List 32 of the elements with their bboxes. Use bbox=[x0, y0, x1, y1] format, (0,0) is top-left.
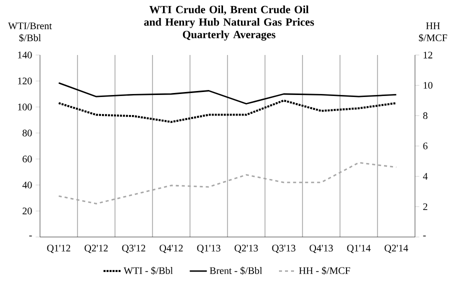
y-tick-label: 120 bbox=[18, 78, 32, 84]
x-tick-label: Q3'13 bbox=[272, 244, 296, 254]
x-tick-label: Q2'14 bbox=[384, 244, 408, 254]
legend-label: Brent - $/Bbl bbox=[210, 266, 262, 275]
y2-tick-label: 2 bbox=[423, 203, 428, 210]
legend-label: HH - $/MCF bbox=[299, 266, 350, 275]
y2-tick-label: 10 bbox=[424, 82, 432, 89]
y-tick-label: 60 bbox=[22, 156, 32, 162]
line-series bbox=[58, 82, 397, 104]
y2-tick-label: 4 bbox=[422, 173, 428, 180]
x-tick-label: Q1'12 bbox=[47, 244, 70, 254]
x-tick-label: Q2'12 bbox=[84, 244, 108, 254]
line-series bbox=[58, 100, 398, 123]
legend-label: WTI - $/Bbl bbox=[124, 266, 173, 275]
x-tick-label: Q2'13 bbox=[234, 244, 258, 254]
y2-tick-label: 8 bbox=[423, 112, 428, 120]
x-tick-label: Q4'12 bbox=[160, 244, 183, 254]
x-tick-label: Q3'12 bbox=[122, 244, 146, 254]
y2-tick-label: 12 bbox=[424, 52, 432, 58]
chart-subtitle: Quarterly Averages bbox=[182, 30, 276, 41]
y-tick-label: 20 bbox=[22, 208, 32, 214]
chart-title: WTI Crude Oil, Brent Crude Oil and Henry Hub Natural Gas Prices bbox=[144, 6, 314, 28]
y-tick-label: 140 bbox=[18, 52, 32, 58]
x-tick-label: Q4'13 bbox=[310, 244, 333, 254]
y2-axis-title: HH $/MCF bbox=[418, 22, 448, 42]
y-tick-label: 100 bbox=[18, 104, 32, 110]
y-tick-label: 80 bbox=[22, 130, 32, 136]
y-tick-label: 40 bbox=[22, 182, 32, 188]
y2-tick-label: 6 bbox=[423, 142, 428, 150]
x-tick-label: Q1'13 bbox=[197, 244, 220, 254]
x-tick-label: Q1'14 bbox=[347, 244, 371, 254]
y-axis-title: WTI/Brent $/Bbl bbox=[8, 22, 52, 42]
